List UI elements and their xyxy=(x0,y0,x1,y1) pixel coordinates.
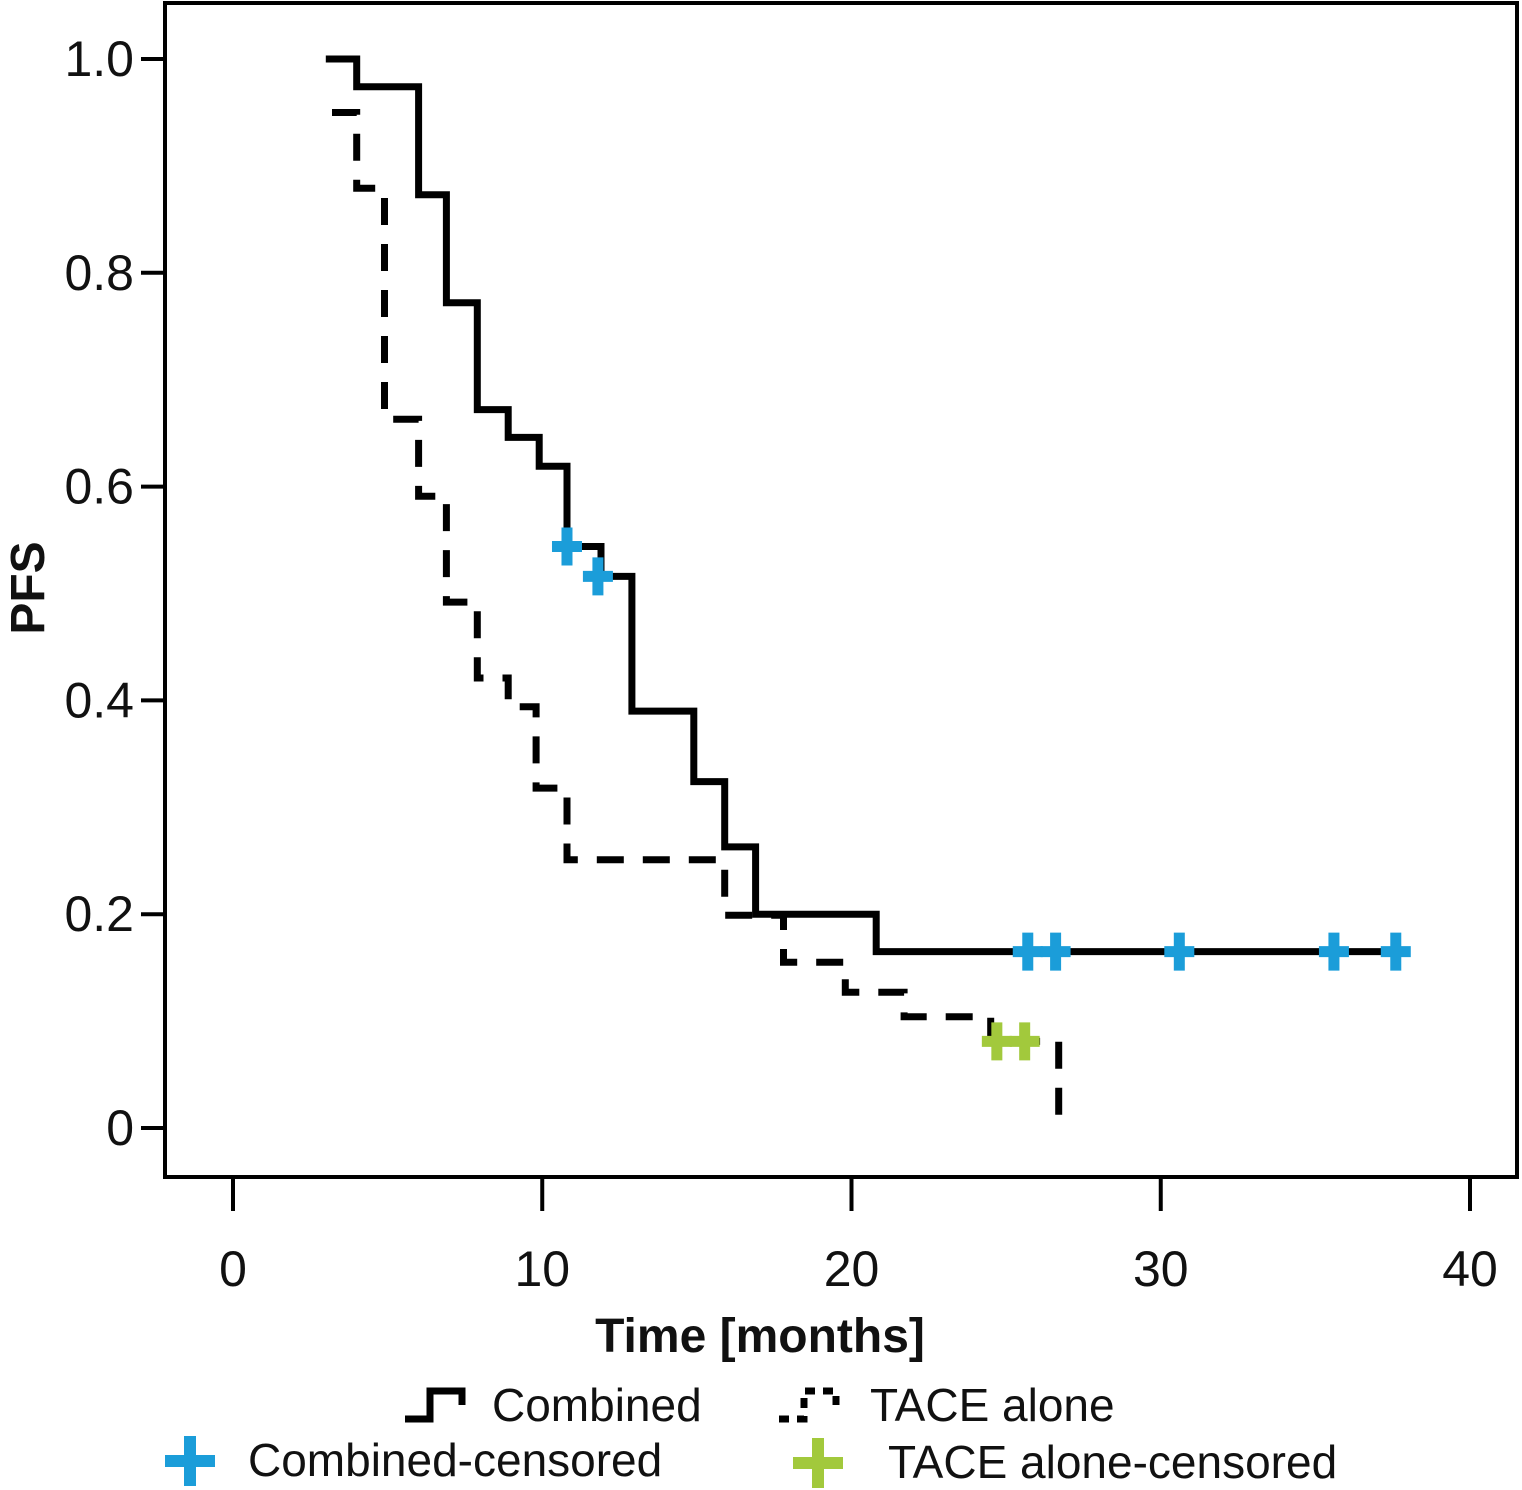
x-tick-label: 40 xyxy=(1442,1241,1498,1297)
censor-mark-tace-alone xyxy=(1009,1022,1040,1061)
legend-label-tace-alone: TACE alone xyxy=(870,1379,1115,1431)
legend-item-combined-censored: Combined-censored xyxy=(160,1432,662,1488)
plot-frame xyxy=(163,1,1519,1179)
y-tick-label: 0.2 xyxy=(64,886,134,942)
y-tick-label: 1.0 xyxy=(64,31,134,87)
legend-item-combined: Combined xyxy=(402,1377,702,1433)
censor-mark-combined xyxy=(582,557,613,596)
censor-mark-combined xyxy=(1040,932,1071,971)
solid-step-line-icon xyxy=(405,1387,466,1423)
x-tick-label: 10 xyxy=(514,1241,570,1297)
y-tick-label: 0.6 xyxy=(64,459,134,515)
x-tick-label: 20 xyxy=(824,1241,880,1297)
x-axis-title: Time [months] xyxy=(595,1310,925,1363)
legend-label-combined-censored: Combined-censored xyxy=(248,1434,663,1486)
legend-item-tace-alone-censored: TACE alone-censored xyxy=(788,1434,1337,1490)
censored-plus-icon-tace-alone xyxy=(793,1438,843,1488)
y-tick-label: 0 xyxy=(106,1100,134,1156)
series-combined-line xyxy=(325,55,1402,956)
series-tace-alone-line xyxy=(332,109,1063,1120)
legend-label-combined: Combined xyxy=(492,1379,702,1431)
y-axis-title: PFS xyxy=(2,541,55,634)
x-tick-label: 0 xyxy=(219,1241,247,1297)
censor-mark-combined xyxy=(551,527,582,566)
legend-item-tace-alone: TACE alone xyxy=(776,1377,1115,1433)
censor-mark-combined xyxy=(1380,932,1411,971)
y-tick-label: 0.4 xyxy=(64,672,134,728)
dashed-step-line-icon xyxy=(779,1387,840,1423)
censor-mark-combined xyxy=(1012,932,1043,971)
censor-mark-combined xyxy=(1164,932,1195,971)
censor-mark-tace-alone xyxy=(981,1022,1012,1061)
legend-label-tace-alone-censored: TACE alone-censored xyxy=(888,1436,1338,1488)
y-tick-label: 0.8 xyxy=(64,245,134,301)
x-tick-label: 30 xyxy=(1133,1241,1189,1297)
censor-mark-combined xyxy=(1318,932,1349,971)
censored-plus-icon-combined xyxy=(165,1436,215,1486)
